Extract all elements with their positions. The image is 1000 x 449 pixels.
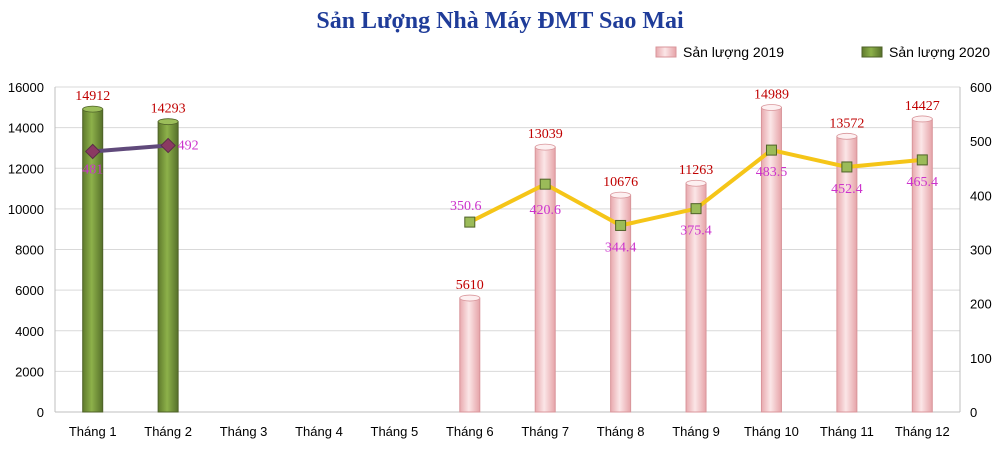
- data-labels: 5610 13039 10676 11263 14989 13572 14427 14912 1…: [75, 88, 940, 294]
- y-left-tick-label: 16000: [8, 80, 44, 95]
- x-tick-label: Tháng 10: [744, 424, 799, 439]
- legend-swatch: [655, 46, 677, 58]
- y-left-tick-label: 8000: [15, 243, 44, 258]
- x-tick-label: Tháng 11: [820, 424, 874, 439]
- bar-cap: [82, 105, 104, 113]
- line-data-label: 465.4: [907, 175, 939, 190]
- line-marker: [539, 178, 551, 190]
- line-marker: [841, 161, 853, 173]
- x-tick-label: Tháng 1: [69, 424, 117, 439]
- line-marker: [615, 219, 627, 231]
- bar-series: [82, 104, 933, 413]
- bar-data-label: 10676: [603, 175, 638, 190]
- y-right-tick-label: 0: [970, 405, 977, 420]
- y-right-tick-label: 100: [970, 351, 992, 366]
- bar-cap: [685, 179, 707, 187]
- y-left-tick-label: 14000: [8, 121, 44, 136]
- x-tick-label: Tháng 12: [895, 424, 950, 439]
- bar: [836, 135, 858, 413]
- bar-cap: [610, 191, 632, 199]
- bar-data-label: 14912: [75, 89, 110, 104]
- line-data-label: 420.6: [529, 203, 561, 218]
- y-right-tick-label: 500: [970, 134, 992, 149]
- line-data-label: 344.4: [605, 240, 637, 255]
- bar-data-label: 13572: [829, 116, 864, 131]
- axes: 0 2000 4000 6000 8000 10000 12000 14000 16000 0 10…: [8, 80, 992, 439]
- bar: [157, 121, 179, 413]
- line-marker: [765, 144, 777, 156]
- x-tick-label: Tháng 2: [144, 424, 192, 439]
- bar-cap: [836, 132, 858, 140]
- gridlines: [55, 86, 960, 372]
- legend: Sản lượng 2019 Sản lượng 2020: [655, 44, 990, 60]
- bar: [685, 182, 707, 413]
- x-tick-label: Tháng 9: [672, 424, 720, 439]
- line-data-label: 483.5: [756, 165, 788, 180]
- y-left-tick-label: 4000: [15, 324, 44, 339]
- bar-cap: [761, 104, 782, 111]
- chart-title: Sản Lượng Nhà Máy ĐMT Sao Mai: [316, 8, 684, 34]
- x-tick-label: Tháng 7: [521, 424, 569, 439]
- bar-data-label: 11263: [679, 163, 713, 178]
- line-marker: [84, 143, 101, 160]
- y-left-tick-label: 2000: [15, 364, 44, 379]
- bar-cap: [459, 294, 481, 302]
- line-data-label: 492: [178, 139, 199, 154]
- x-tick-label: Tháng 4: [295, 424, 343, 439]
- legend-label: Sản lượng 2020: [889, 44, 990, 60]
- y-right-tick-label: 600: [970, 80, 992, 95]
- line-data-label: 350.6: [450, 199, 482, 214]
- x-tick-label: Tháng 6: [446, 424, 494, 439]
- line-series: [84, 137, 928, 231]
- y-right-tick-label: 300: [970, 243, 992, 258]
- line-data-label: 452.4: [831, 182, 863, 197]
- bar-data-label: 5610: [456, 278, 484, 293]
- line-data-label: 375.4: [680, 224, 712, 239]
- line-marker: [690, 203, 702, 215]
- bar-data-label: 14293: [151, 102, 186, 117]
- bar: [459, 297, 481, 413]
- x-tick-label: Tháng 5: [371, 424, 419, 439]
- y-right-tick-label: 400: [970, 188, 992, 203]
- y-right-tick-label: 200: [970, 297, 992, 312]
- line-marker: [464, 216, 476, 228]
- line-marker: [916, 154, 928, 166]
- line-marker: [160, 137, 176, 154]
- legend-label: Sản lượng 2019: [683, 44, 784, 60]
- bar-data-label: 14989: [754, 88, 789, 103]
- bar-cap: [157, 118, 179, 126]
- y-left-tick-label: 6000: [15, 283, 44, 298]
- bar-data-label: 14427: [905, 99, 940, 114]
- x-tick-label: Tháng 3: [220, 424, 268, 439]
- series-line: [92, 143, 169, 154]
- bar-data-label: 13039: [528, 127, 563, 142]
- y-left-tick-label: 0: [37, 405, 44, 420]
- y-left-tick-label: 12000: [8, 161, 44, 176]
- y-left-tick-label: 10000: [8, 202, 44, 217]
- x-tick-label: Tháng 8: [597, 424, 645, 439]
- legend-swatch: [861, 46, 883, 58]
- bar-cap: [911, 115, 933, 123]
- line-data-label: 481: [82, 162, 103, 177]
- bar-cap: [534, 143, 556, 151]
